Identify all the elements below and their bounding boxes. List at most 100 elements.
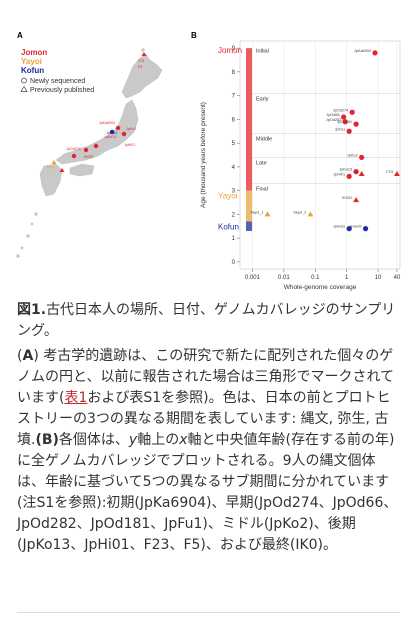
- period-bar: [246, 190, 252, 222]
- period-bar: [246, 221, 252, 231]
- y-tick-label: 4: [232, 165, 236, 171]
- site-label: JpHi01: [124, 143, 135, 147]
- legend-symbol: [21, 77, 27, 84]
- point-label: JpOd282: [326, 118, 341, 122]
- site-label: JpIw31: [106, 131, 117, 135]
- x-axis-label: Whole-genome coverage: [284, 284, 357, 291]
- data-point: [372, 50, 378, 56]
- point-label: JpOd274: [333, 108, 348, 112]
- caption-text: A: [22, 348, 34, 364]
- caption-text: (B): [35, 432, 59, 448]
- subperiod-label: Early: [256, 96, 269, 102]
- legend-label: Previously published: [30, 87, 94, 94]
- x-tick-label: 0.001: [245, 275, 261, 281]
- site-label: JpOd274: [66, 147, 81, 151]
- point-label: JpKo13: [339, 168, 352, 172]
- figure-number: 図1.: [17, 302, 47, 318]
- y-tick-label: 2: [232, 212, 236, 218]
- y-tick-label: 5: [232, 141, 236, 147]
- data-point: [353, 169, 359, 175]
- period-label: Jomon: [218, 46, 242, 55]
- map-sites: [51, 52, 147, 172]
- data-point: [359, 154, 365, 160]
- site-label: F23: [138, 59, 144, 63]
- panel-label: B: [191, 31, 197, 40]
- subperiod-label: Late: [256, 160, 267, 166]
- caption-text: (: [17, 348, 23, 364]
- figure: A B F23F5JpKa6904JpHi01JpKo2JpKo13JpIw31…: [16, 31, 401, 291]
- caption-text: ) 考古学的遺跡は、この研究で新たに配列された個々のゲノムの円と、以前に報告され…: [17, 348, 395, 406]
- data-point: [353, 121, 359, 127]
- caption-text: および表S1を参照)。色は、日本の前とプロトヒストリーの3つの異なる期間を表して…: [17, 390, 391, 448]
- scatter-plot: 0 1 2 3 4 5 6 7 8 9 0.001 0.01 0.1 1 10 40 Initial Early M…: [200, 40, 401, 291]
- caption-text: 軸と中央値年齢(存在する前の年)に全ゲノムカバレッジでプロットされる。9人の縄文…: [17, 432, 398, 553]
- point-label: JpHi01: [333, 172, 345, 176]
- y-tick-label: 1: [232, 236, 236, 242]
- legend-label: Jomon: [21, 48, 47, 57]
- y-tick-label: 8: [232, 70, 236, 76]
- x-tick-label: 40: [394, 275, 401, 281]
- period-bar: [246, 48, 252, 191]
- point-label: Yayoi_1: [250, 210, 263, 214]
- data-point: [393, 171, 400, 176]
- data-point: [358, 171, 365, 176]
- legend-symbol: [20, 85, 28, 92]
- y-tick-label: 7: [232, 94, 236, 100]
- y-tick-label: 0: [232, 260, 236, 266]
- point-label: JpIw31: [333, 225, 345, 229]
- subperiod-label: Initial: [256, 49, 269, 55]
- site-label: JpKa6904: [99, 121, 115, 125]
- y-tick-label: 3: [232, 189, 236, 195]
- period-label: Yayoi: [218, 192, 238, 201]
- point-label: F23: [386, 170, 393, 174]
- subperiod-label: Final: [256, 187, 268, 193]
- separator: [17, 612, 400, 613]
- plot-frame: [239, 40, 401, 270]
- caption-body: (A) 考古学的遺跡は、この研究で新たに配列された個々のゲノムの円と、以前に報告…: [17, 346, 400, 556]
- x-tick-label: 10: [375, 275, 382, 281]
- x-tick-label: 0.01: [278, 275, 290, 281]
- data-point: [341, 114, 347, 120]
- x-tick-label: 1: [345, 275, 349, 281]
- data-point: [346, 173, 352, 179]
- site-label: IK002: [84, 155, 93, 159]
- y-tick-label: 9: [232, 46, 236, 52]
- data-point: [346, 128, 352, 134]
- site-label: JpKo2: [126, 127, 136, 131]
- data-point: [342, 119, 348, 125]
- point-label: Yayoi_2: [293, 210, 306, 214]
- site-label: Yayoi_1: [46, 165, 59, 169]
- caption: 図1.古代日本人の場所、日付、ゲノムカバレッジのサンプリング。 (A) 考古学的…: [17, 300, 400, 556]
- plot-background: [240, 41, 400, 269]
- panel-label: A: [17, 31, 23, 40]
- map: [16, 48, 163, 258]
- period-label: Kofun: [218, 223, 239, 232]
- point-label: F5: [353, 170, 357, 174]
- legend-label: Yayoi: [21, 57, 42, 66]
- point-label: JpOd181: [337, 120, 352, 124]
- y-tick-label: 6: [232, 117, 236, 123]
- point-label: JpIw32: [350, 225, 362, 229]
- data-point: [264, 211, 271, 217]
- point-label: JpKo2: [347, 153, 358, 157]
- point-label: JpFu1: [335, 127, 346, 131]
- legend-label: Newly sequenced: [30, 78, 85, 85]
- x-tick-label: 0.1: [311, 275, 320, 281]
- data-point: [307, 211, 314, 217]
- caption-text: 各個体は、: [58, 432, 129, 448]
- data-point: [362, 226, 369, 232]
- caption-text: 軸上の: [137, 432, 180, 448]
- data-point: [353, 197, 360, 203]
- caption-title: 図1.古代日本人の場所、日付、ゲノムカバレッジのサンプリング。: [17, 300, 400, 342]
- site-label: JpKo13: [104, 135, 116, 139]
- data-point: [346, 226, 352, 232]
- y-axis-label: Age (thousand years before present): [200, 102, 207, 208]
- subperiod-label: Middle: [256, 137, 272, 143]
- table-link[interactable]: 表1: [64, 390, 88, 406]
- caption-text: y: [128, 432, 138, 448]
- caption-title-text: 古代日本人の場所、日付、ゲノムカバレッジのサンプリング。: [17, 302, 396, 339]
- caption-text: x: [179, 432, 188, 448]
